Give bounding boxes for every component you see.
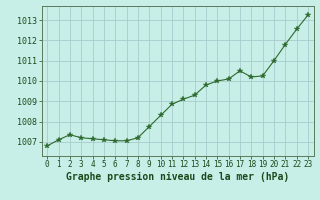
X-axis label: Graphe pression niveau de la mer (hPa): Graphe pression niveau de la mer (hPa) bbox=[66, 172, 289, 182]
